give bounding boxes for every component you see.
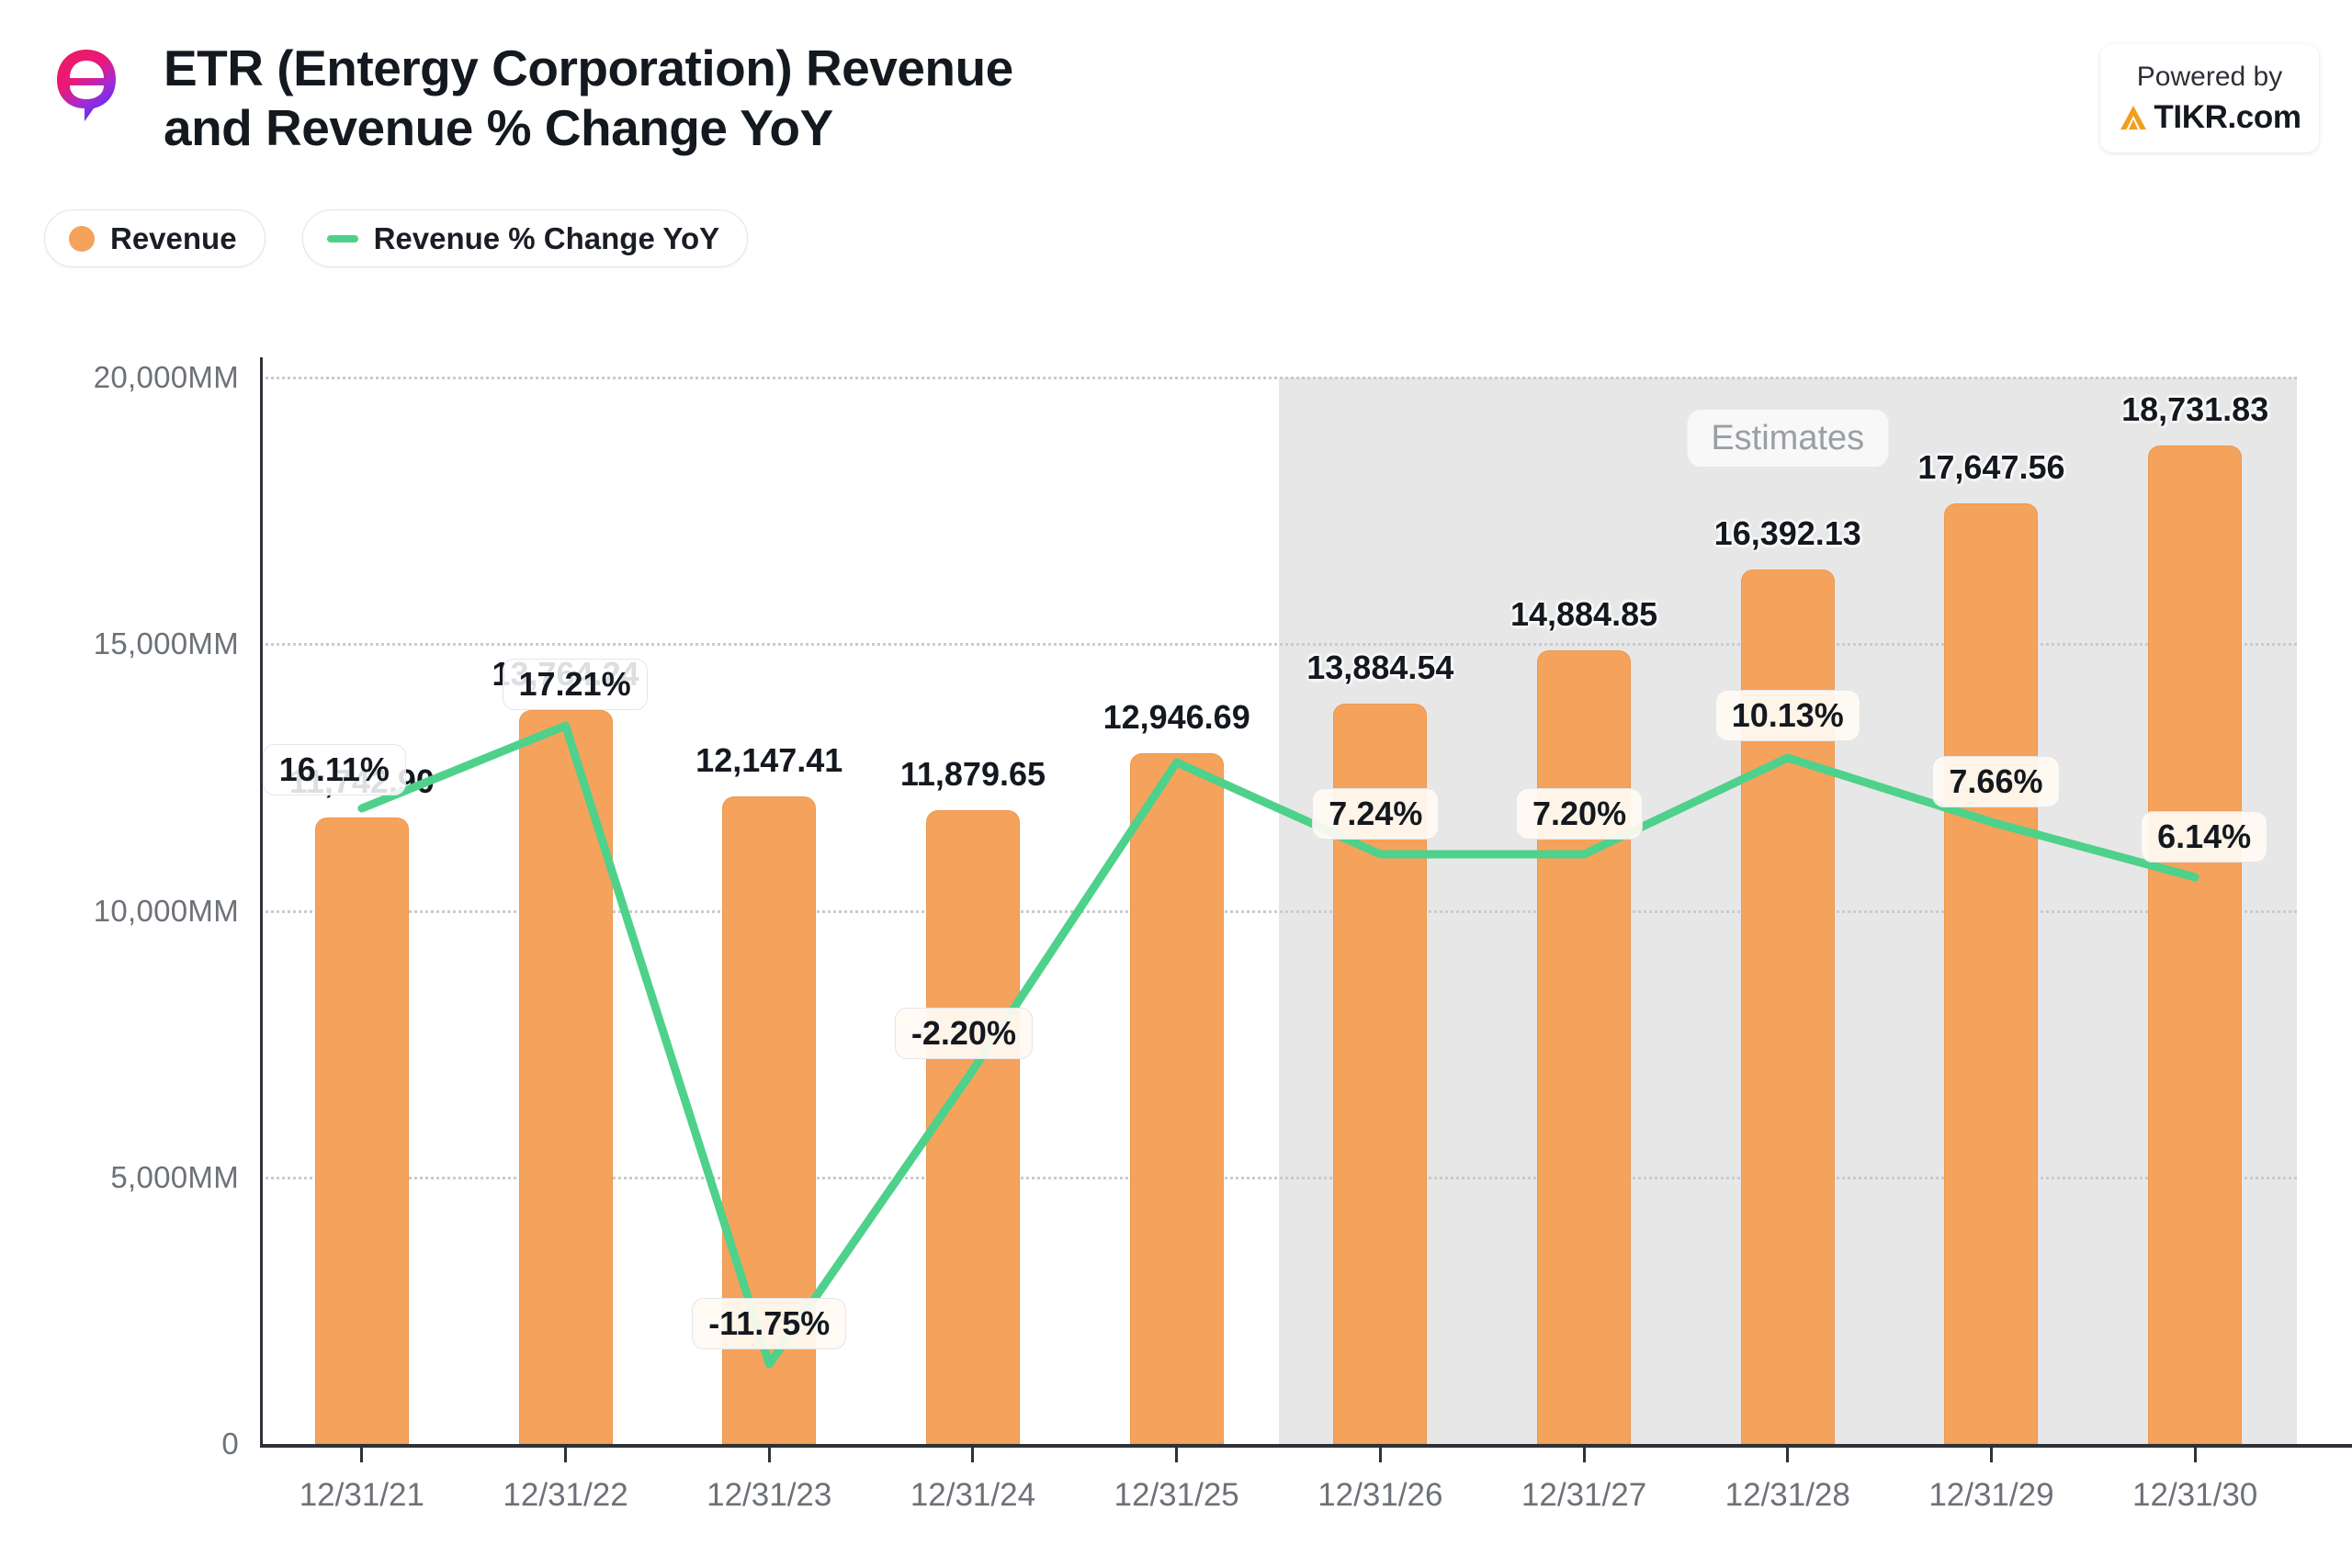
chart-header: ETR (Entergy Corporation) Revenue and Re… — [0, 0, 2352, 197]
bar-revenue[interactable] — [314, 818, 409, 1444]
gridline — [260, 377, 2297, 379]
x-axis-tick — [2193, 1448, 2197, 1462]
x-axis-tick-label: 12/31/24 — [910, 1477, 1036, 1513]
y-axis-tick-label: 5,000MM — [110, 1159, 239, 1194]
x-axis-tick — [360, 1448, 364, 1462]
legend-line-icon — [326, 234, 358, 243]
x-axis-tick — [971, 1448, 975, 1462]
legend-label-revenue-change: Revenue % Change YoY — [373, 221, 720, 255]
tikr-brand-label: TIKR.com — [2154, 99, 2301, 135]
bar-revenue[interactable] — [925, 810, 1020, 1444]
bar-revenue[interactable] — [518, 709, 613, 1444]
bar-value-label: 11,879.65 — [899, 755, 1046, 794]
y-axis-tick-label: 15,000MM — [93, 626, 239, 661]
gridline — [260, 643, 2297, 647]
bar-value-label: 17,647.56 — [1917, 447, 2065, 486]
x-axis-tick-label: 12/31/22 — [503, 1477, 628, 1513]
x-axis-tick — [1175, 1448, 1179, 1462]
x-axis-tick — [767, 1448, 771, 1462]
y-axis-tick-label: 0 — [221, 1427, 239, 1461]
x-axis-tick-label: 12/31/23 — [707, 1477, 832, 1513]
bar-value-label: 12,147.41 — [695, 740, 843, 779]
bar-value-label: 14,884.85 — [1510, 594, 1658, 633]
bar-value-label: 16,392.13 — [1713, 514, 1861, 553]
revenue-change-value-badge: 7.20% — [1516, 788, 1644, 840]
tikr-a-mark-icon — [2120, 105, 2147, 130]
legend-item-revenue[interactable]: Revenue — [44, 209, 266, 267]
page-title: ETR (Entergy Corporation) Revenue and Re… — [164, 39, 1013, 156]
revenue-change-value-badge: 10.13% — [1714, 690, 1860, 741]
revenue-change-value-badge: -2.20% — [894, 1008, 1033, 1059]
x-axis-tick — [1786, 1448, 1790, 1462]
revenue-change-value-badge: 6.14% — [2141, 811, 2268, 863]
x-axis-tick-label: 12/31/21 — [299, 1477, 424, 1513]
revenue-change-value-badge: 7.66% — [1932, 756, 2060, 807]
y-axis-tick-label: 10,000MM — [93, 893, 239, 928]
x-axis-tick — [1378, 1448, 1382, 1462]
entergy-e-logo-icon — [57, 50, 116, 121]
powered-by-label: Powered by — [2136, 62, 2283, 92]
revenue-change-value-badge: -11.75% — [692, 1298, 847, 1349]
x-axis-tick-label: 12/31/28 — [1724, 1477, 1850, 1513]
revenue-change-value-badge: 7.24% — [1312, 788, 1440, 840]
legend-label-revenue: Revenue — [110, 221, 237, 255]
bar-value-label: 12,946.69 — [1102, 698, 1250, 737]
y-axis-line — [260, 357, 263, 1447]
tikr-attribution-badge[interactable]: Powered by TIKR.com — [2100, 44, 2319, 152]
revenue-change-value-badge: 16.11% — [262, 744, 406, 795]
estimates-label: Estimates — [1687, 410, 1889, 467]
x-axis-tick-label: 12/31/30 — [2132, 1477, 2258, 1513]
x-axis-tick-label: 12/31/27 — [1521, 1477, 1647, 1513]
x-axis-tick-label: 12/31/25 — [1114, 1477, 1239, 1513]
chart-legend: Revenue Revenue % Change YoY — [44, 209, 749, 267]
bar-revenue[interactable] — [1537, 649, 1632, 1444]
legend-dot-icon — [69, 225, 95, 252]
bar-value-label: 18,731.83 — [2121, 389, 2269, 428]
bar-revenue[interactable] — [1129, 753, 1224, 1444]
bar-revenue[interactable] — [2148, 445, 2243, 1444]
x-axis-tick-label: 12/31/26 — [1317, 1477, 1443, 1513]
x-axis-tick-label: 12/31/29 — [1928, 1477, 2054, 1513]
bar-value-label: 13,884.54 — [1306, 649, 1454, 686]
legend-item-revenue-change[interactable]: Revenue % Change YoY — [301, 209, 749, 267]
x-axis-tick — [1582, 1448, 1586, 1462]
y-axis-tick-label: 20,000MM — [93, 360, 239, 394]
revenue-change-value-badge: 17.21% — [502, 659, 648, 710]
x-axis-tick — [1989, 1448, 1993, 1462]
bar-revenue[interactable] — [1944, 502, 2039, 1444]
x-axis-line — [260, 1444, 2352, 1448]
x-axis-tick — [564, 1448, 568, 1462]
